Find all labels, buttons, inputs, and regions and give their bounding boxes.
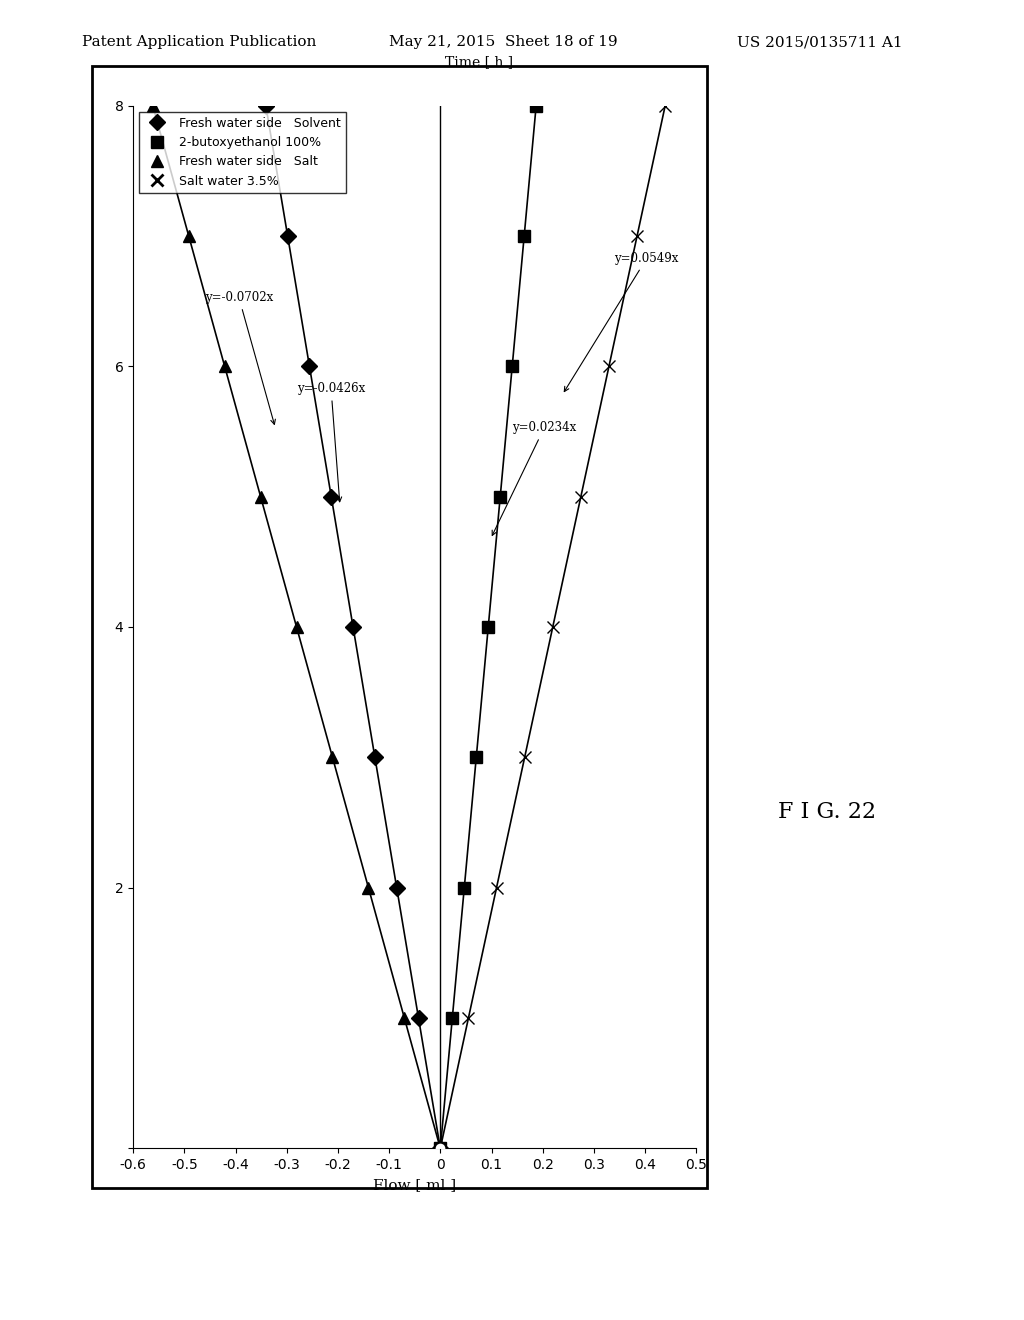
Text: y=-0.0702x: y=-0.0702x: [205, 292, 275, 424]
X-axis label: Flow [ ml ]: Flow [ ml ]: [373, 1177, 457, 1192]
Text: Time [ h ]: Time [ h ]: [445, 55, 514, 70]
Text: F I G. 22: F I G. 22: [778, 801, 877, 824]
Text: y=0.0549x: y=0.0549x: [564, 252, 679, 392]
Text: Patent Application Publication: Patent Application Publication: [82, 36, 316, 49]
Text: May 21, 2015  Sheet 18 of 19: May 21, 2015 Sheet 18 of 19: [389, 36, 617, 49]
Text: y=0.0234x: y=0.0234x: [493, 421, 577, 536]
Text: y=-0.0426x: y=-0.0426x: [297, 383, 366, 502]
Legend: Fresh water side   Solvent, 2-butoxyethanol 100%, Fresh water side   Salt, Salt : Fresh water side Solvent, 2-butoxyethano…: [139, 112, 346, 193]
Text: US 2015/0135711 A1: US 2015/0135711 A1: [737, 36, 903, 49]
